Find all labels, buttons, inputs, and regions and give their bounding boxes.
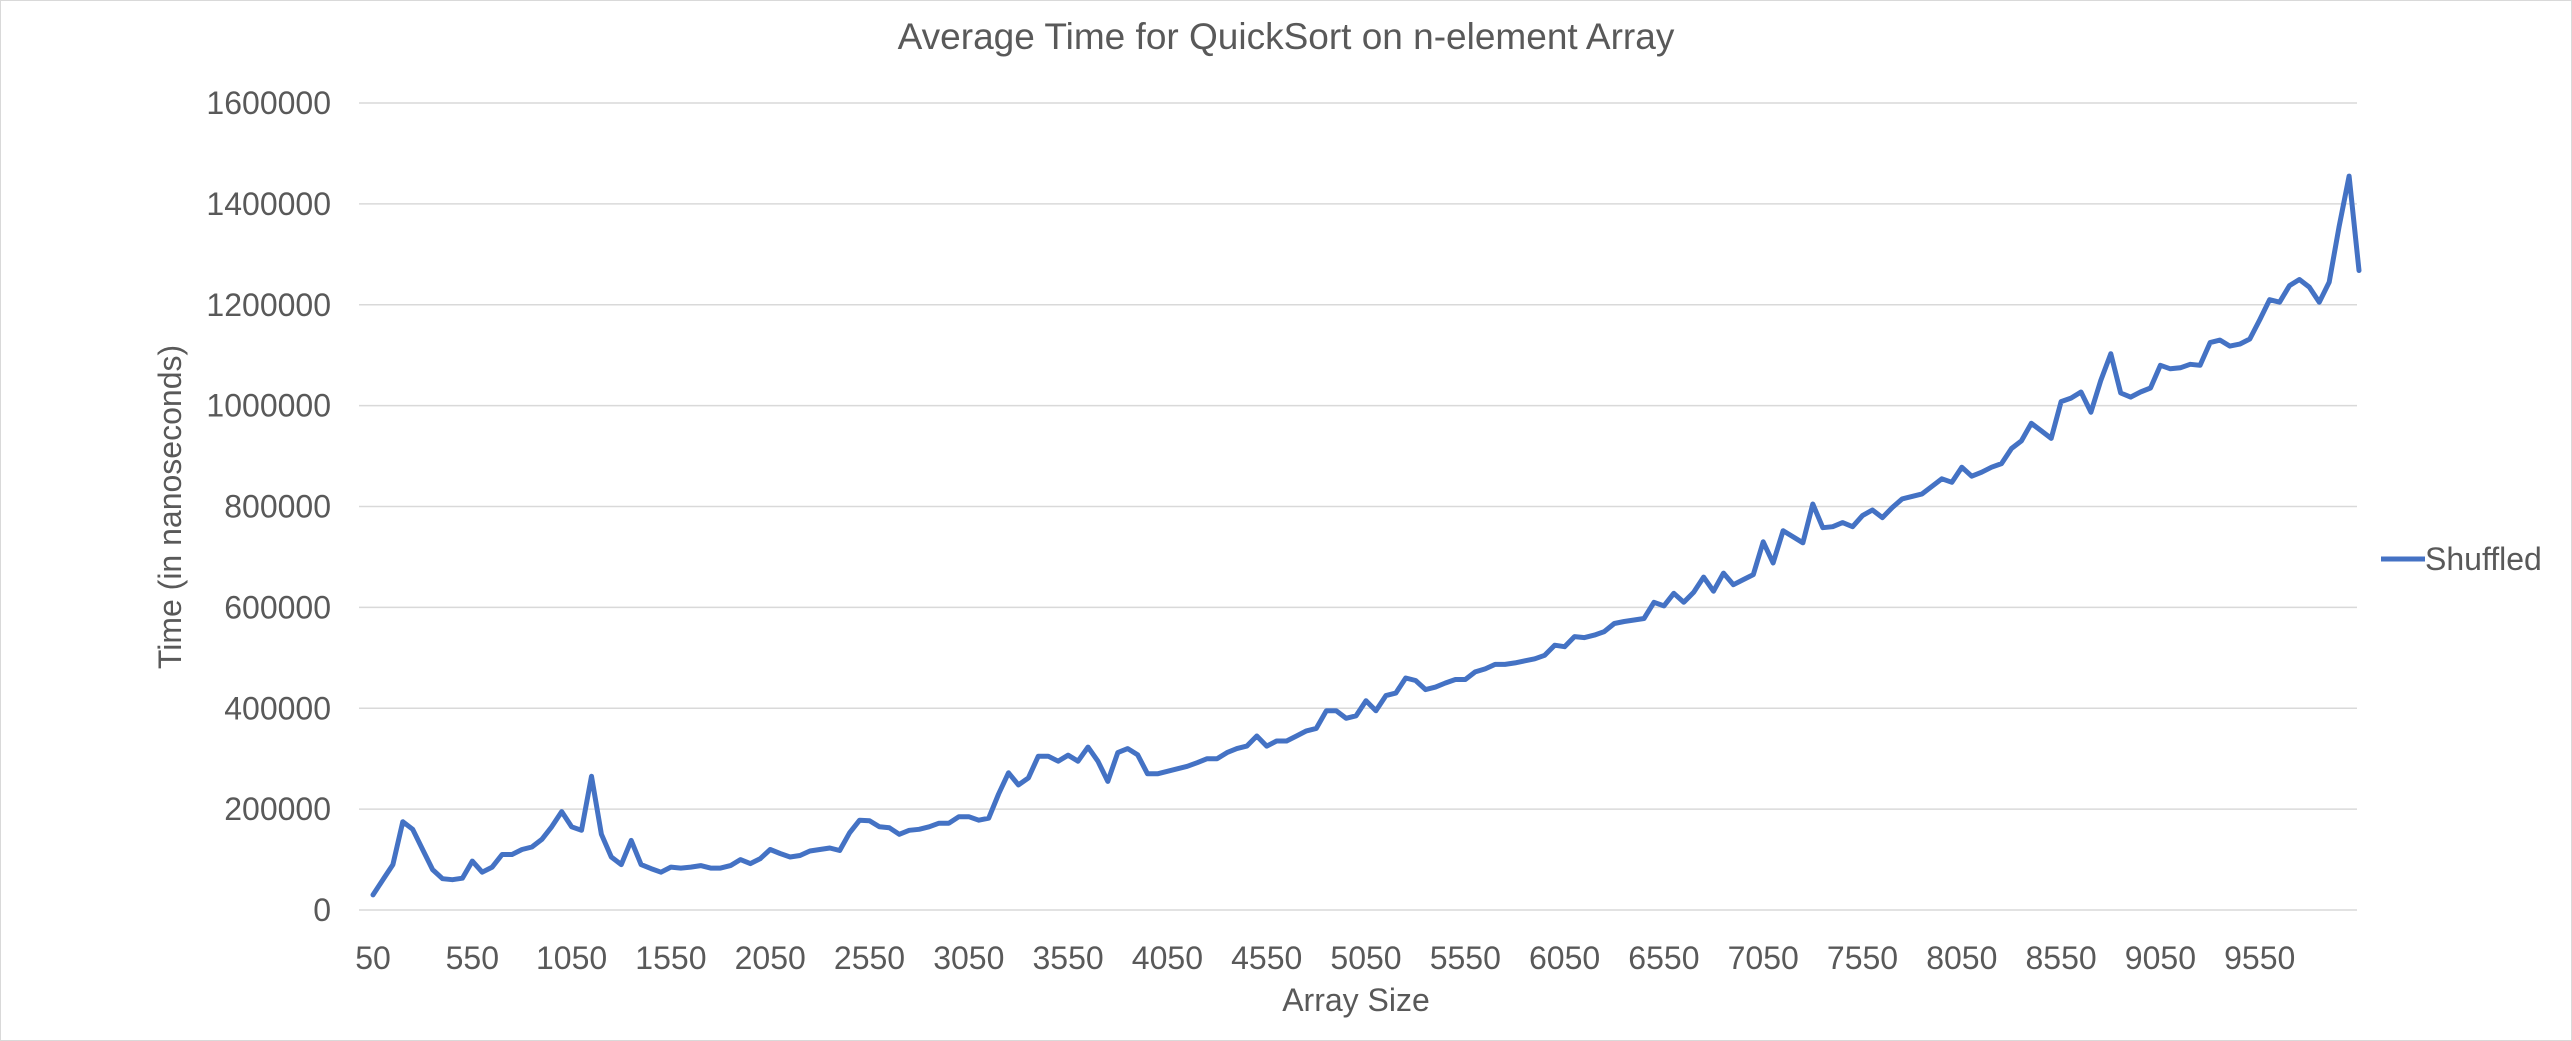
x-tick-label: 8050 — [1926, 940, 1997, 976]
x-tick-label: 2550 — [834, 940, 905, 976]
y-tick-label: 400000 — [224, 690, 331, 726]
x-tick-label: 6050 — [1529, 940, 1600, 976]
series-lines — [370, 173, 2362, 898]
y-tick-label: 200000 — [224, 791, 331, 827]
y-tick-label: 1000000 — [206, 388, 331, 424]
x-tick-label: 4550 — [1231, 940, 1302, 976]
x-axis-tick-labels: 50 550 1050 1550 2050 2550 3050 3550 4050 4550 505… — [355, 940, 2295, 976]
x-tick-label: 7550 — [1827, 940, 1898, 976]
y-tick-label: 600000 — [224, 589, 331, 625]
y-tick-label: 1200000 — [206, 287, 331, 323]
x-tick-label: 3550 — [1033, 940, 1104, 976]
x-tick-label: 9050 — [2125, 940, 2196, 976]
x-tick-label: 1550 — [635, 940, 706, 976]
x-tick-label: 6550 — [1628, 940, 1699, 976]
y-axis-tick-labels: 0 200000 400000 600000 800000 1000000 1200000 1… — [206, 85, 331, 928]
y-tick-label: 1400000 — [206, 186, 331, 222]
x-tick-label: 5550 — [1430, 940, 1501, 976]
x-tick-label: 50 — [355, 940, 391, 976]
x-tick-label: 550 — [446, 940, 499, 976]
x-tick-label: 4050 — [1132, 940, 1203, 976]
x-tick-label: 9550 — [2224, 940, 2295, 976]
chart-title: Average Time for QuickSort on n-element … — [898, 16, 1675, 57]
x-tick-label: 7050 — [1728, 940, 1799, 976]
legend: Shuffled — [2381, 541, 2542, 577]
y-tick-label: 1600000 — [206, 85, 331, 121]
y-axis-title: Time (in nanoseconds) — [152, 345, 188, 669]
gridlines — [359, 102, 2357, 911]
x-tick-label: 5050 — [1330, 940, 1401, 976]
x-tick-label: 2050 — [735, 940, 806, 976]
y-tick-label: 800000 — [224, 489, 331, 525]
y-tick-label: 0 — [313, 892, 331, 928]
x-tick-label: 1050 — [536, 940, 607, 976]
x-tick-label: 3050 — [933, 940, 1004, 976]
legend-label-shuffled: Shuffled — [2425, 541, 2542, 577]
x-axis-title: Array Size — [1282, 982, 1430, 1018]
x-tick-label: 8550 — [2026, 940, 2097, 976]
series-line-shuffled — [370, 173, 2362, 898]
